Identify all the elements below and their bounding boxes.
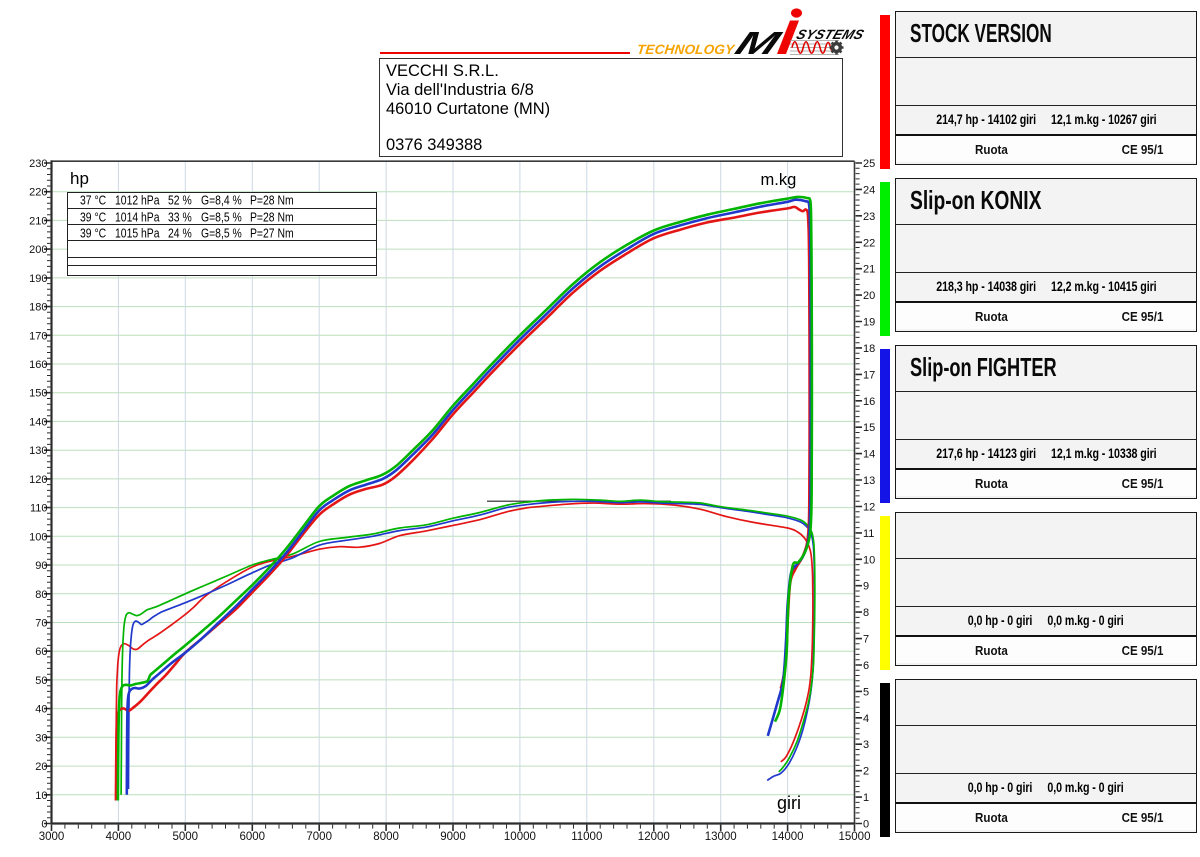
svg-text:12000: 12000 [638,831,670,843]
svg-text:20: 20 [863,290,875,302]
svg-text:8000: 8000 [373,831,399,843]
svg-text:21: 21 [863,264,875,276]
svg-text:m.kg: m.kg [761,171,797,189]
svg-text:25: 25 [863,158,875,170]
svg-text:220: 220 [29,187,47,199]
svg-text:10: 10 [863,554,875,566]
svg-text:20: 20 [35,761,47,773]
svg-text:230: 230 [29,158,47,170]
svg-text:8: 8 [863,607,869,619]
svg-text:120: 120 [29,474,47,486]
svg-text:10000: 10000 [504,831,536,843]
svg-text:160: 160 [29,359,47,371]
svg-text:6000: 6000 [240,831,266,843]
svg-text:16: 16 [863,396,875,408]
svg-text:140: 140 [29,416,47,428]
svg-text:7: 7 [863,634,869,646]
svg-text:14: 14 [863,449,875,461]
svg-text:110: 110 [30,503,48,515]
svg-text:170: 170 [29,330,47,342]
svg-text:130: 130 [29,445,47,457]
svg-text:0: 0 [863,819,869,831]
svg-text:1: 1 [863,792,869,804]
svg-text:3: 3 [863,739,869,751]
svg-text:19: 19 [863,317,875,329]
svg-text:150: 150 [29,388,47,400]
svg-text:hp: hp [70,169,89,188]
svg-text:5: 5 [863,686,869,698]
svg-text:70: 70 [35,618,47,630]
svg-text:22: 22 [863,237,875,249]
svg-text:13000: 13000 [705,831,737,843]
svg-text:3000: 3000 [39,831,65,843]
svg-text:80: 80 [35,589,47,601]
svg-text:7000: 7000 [306,831,332,843]
svg-text:23: 23 [863,211,875,223]
svg-text:200: 200 [29,244,47,256]
svg-text:13: 13 [863,475,875,487]
svg-text:40: 40 [35,704,47,716]
svg-text:50: 50 [35,675,47,687]
svg-text:24: 24 [863,184,875,196]
svg-text:giri: giri [777,793,801,813]
svg-text:90: 90 [35,560,47,572]
svg-text:4: 4 [863,713,869,725]
svg-text:14000: 14000 [772,831,804,843]
svg-text:6: 6 [863,660,869,672]
svg-text:180: 180 [29,302,47,314]
svg-text:11000: 11000 [571,831,602,843]
svg-text:2: 2 [863,766,869,778]
svg-text:10: 10 [35,790,47,802]
svg-text:5000: 5000 [173,831,199,843]
svg-text:100: 100 [29,531,47,543]
svg-text:0: 0 [41,819,47,831]
svg-text:210: 210 [29,215,47,227]
svg-text:9000: 9000 [440,831,466,843]
svg-text:11: 11 [863,528,874,540]
svg-text:4000: 4000 [106,831,132,843]
svg-text:30: 30 [35,732,47,744]
svg-text:190: 190 [29,273,47,285]
svg-text:15: 15 [863,422,875,434]
svg-text:12: 12 [863,502,875,514]
svg-text:17: 17 [863,369,875,381]
svg-text:18: 18 [863,343,875,355]
svg-text:15000: 15000 [839,831,871,843]
svg-text:9: 9 [863,581,869,593]
svg-text:60: 60 [35,646,47,658]
